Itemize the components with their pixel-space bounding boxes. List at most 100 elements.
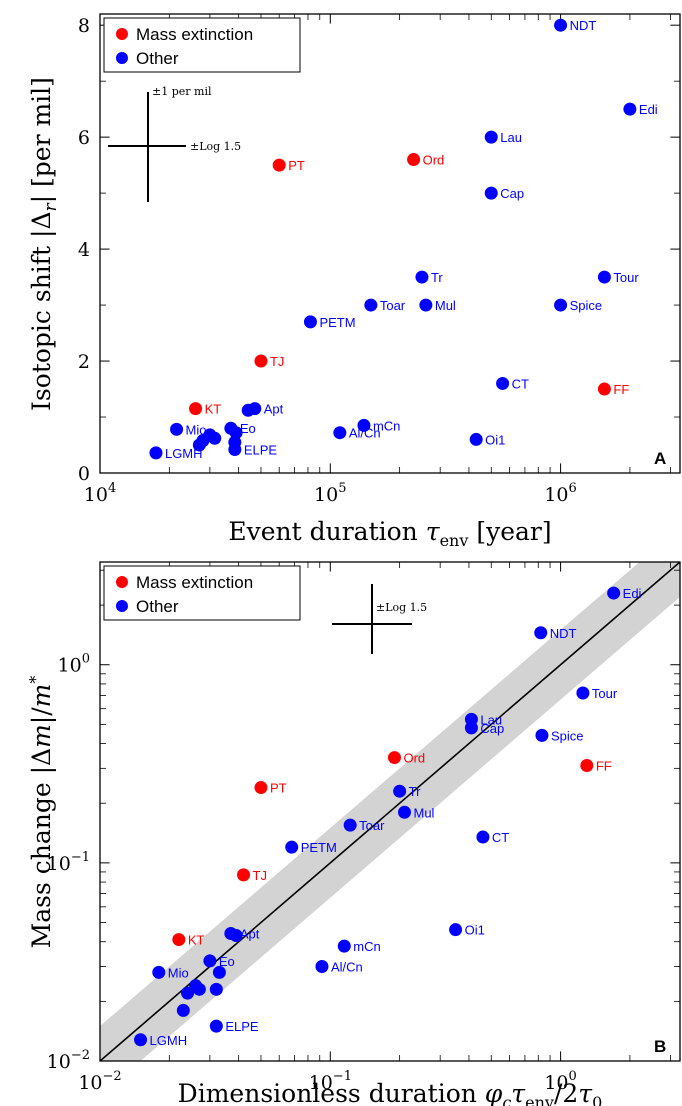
panel-b-point-label-toar: Toar bbox=[359, 818, 385, 833]
panel-b-point-label-eo: Eo bbox=[219, 954, 235, 969]
panel-b-point-label-kt: KT bbox=[188, 933, 205, 948]
panel-b-label: B bbox=[654, 1037, 666, 1056]
panel-b-point-label-spice: Spice bbox=[551, 728, 584, 743]
panel-a-point-other-lau bbox=[484, 130, 498, 144]
panel-a-point-label-kt: KT bbox=[205, 402, 222, 417]
panel-a-x-tick-label: 106 bbox=[544, 481, 576, 506]
panel-a-point-label-mul: Mul bbox=[435, 298, 456, 313]
panel-a-point-other-unlabeled bbox=[208, 431, 222, 445]
panel-a-point-label-ndt: NDT bbox=[570, 18, 597, 33]
panel-a-y-tick-label: 2 bbox=[78, 351, 90, 373]
panel-b-point-label-mio: Mio bbox=[168, 965, 189, 980]
panel-a-legend: Mass extinction Other bbox=[103, 17, 301, 73]
panel-b-point-label-ff: FF bbox=[596, 759, 612, 774]
panel-b-point-label-oi1: Oi1 bbox=[465, 923, 485, 938]
panel-b-point-other-eo bbox=[203, 954, 217, 968]
panel-a-error-bar-horizontal-label: ±Log 1.5 bbox=[190, 140, 241, 153]
panel-a-point-other-ndt bbox=[554, 18, 568, 32]
panel-a-point-label-tj: TJ bbox=[270, 354, 284, 369]
panel-b-point-other-spice bbox=[535, 728, 549, 742]
panel-a-legend-other: Other bbox=[136, 49, 179, 68]
panel-a-y-tick-label: 0 bbox=[78, 463, 90, 485]
panel-b-legend-marker-mass-extinction bbox=[116, 576, 128, 588]
panel-b-point-other-toar bbox=[343, 818, 357, 832]
panel-b-point-label-pt: PT bbox=[270, 781, 287, 796]
panel-a-x-axis-label: Event duration τenv [year] bbox=[228, 517, 551, 550]
panel-a-x-tick-label: 104 bbox=[84, 481, 116, 506]
panel-b-frame bbox=[99, 561, 681, 1062]
panel-a-point-label-petm: PETM bbox=[319, 315, 355, 330]
panel-a-legend-box bbox=[103, 17, 301, 73]
panel-b-point-label-mul: Mul bbox=[413, 805, 434, 820]
panel-b-point-mass-extinction-ord bbox=[387, 751, 401, 765]
panel-b-point-label-ndt: NDT bbox=[550, 626, 577, 641]
panel-a-point-label-mio: Mio bbox=[186, 422, 207, 437]
panel-a-point-label-pt: PT bbox=[288, 158, 305, 173]
panel-a-point-other-ct bbox=[496, 376, 510, 390]
panel-b-point-label-tr: Tr bbox=[409, 784, 421, 799]
panel-a-point-label-mcn: mCn bbox=[373, 418, 400, 433]
panel-a-point-label-lau: Lau bbox=[500, 130, 522, 145]
panel-b-point-label-tj: TJ bbox=[253, 868, 267, 883]
panel-a-point-label-spice: Spice bbox=[570, 298, 603, 313]
panel-a-point-label-ct: CT bbox=[512, 376, 529, 391]
panel-b-point-other-cap bbox=[464, 721, 478, 735]
panel-b-legend-mass-extinction: Mass extinction bbox=[136, 573, 253, 592]
panel-b-y-tick-label: 10−2 bbox=[47, 1048, 90, 1073]
panel-b-y-tick-label: 100 bbox=[58, 652, 90, 677]
panel-b-point-label-cap: Cap bbox=[480, 721, 504, 736]
panel-b-point-other-unlabeled bbox=[209, 982, 223, 996]
panel-a-legend-marker-mass-extinction bbox=[116, 28, 128, 40]
panel-a-point-other-tour bbox=[597, 270, 611, 284]
panel-b-point-label-ct: CT bbox=[492, 830, 509, 845]
panel-b-point-label-edi: Edi bbox=[623, 586, 642, 601]
panel-a-point-label-oi1: Oi1 bbox=[485, 432, 505, 447]
panel-a-point-label-lgmh: LGMH bbox=[165, 446, 203, 461]
panel-a-y-tick-label: 6 bbox=[78, 127, 90, 149]
panel-a-point-label-apt: Apt bbox=[264, 402, 284, 417]
panel-b-point-mass-extinction-ff bbox=[580, 759, 594, 773]
panel-b-point-other-al-cn bbox=[315, 959, 329, 973]
panel-b-point-label-lau: Lau bbox=[480, 712, 502, 727]
panel-a-point-label-ff: FF bbox=[613, 382, 629, 397]
panel-a-point-other-tr bbox=[415, 270, 429, 284]
panel-a-error-bar-key: ±1 per mil ±Log 1.5 bbox=[108, 85, 241, 202]
panel-b-error-bar-horizontal-label: ±Log 1.5 bbox=[376, 601, 427, 614]
panel-a-point-other-unlabeled bbox=[229, 426, 243, 440]
panel-a-label: A bbox=[654, 449, 666, 468]
panel-a-x-tick-label: 105 bbox=[314, 481, 346, 506]
panel-b-point-other-mcn bbox=[337, 939, 351, 953]
panel-a-point-mass-extinction-ord bbox=[407, 153, 421, 167]
panel-b-point-other-unlabeled bbox=[212, 965, 226, 979]
panel-a-point-mass-extinction-kt bbox=[189, 402, 203, 416]
panel-a-point-other-mcn bbox=[357, 418, 371, 432]
panel-b-point-mass-extinction-pt bbox=[254, 781, 268, 795]
panel-a-y-tick-label: 8 bbox=[78, 15, 90, 37]
panel-a-point-other-unlabeled bbox=[192, 438, 206, 452]
panel-b-point-other-elpe bbox=[209, 1019, 223, 1033]
panel-b-x-tick-label: 100 bbox=[544, 1069, 576, 1094]
panel-a-plot-area bbox=[100, 14, 680, 473]
panel-b-y-axis-label: Mass change |Δm|/m* bbox=[26, 676, 57, 949]
panel-a-frame bbox=[99, 13, 681, 474]
panel-b-point-other-unlabeled bbox=[192, 982, 206, 996]
panel-b-point-label-apt: Apt bbox=[240, 927, 260, 942]
panel-a-point-label-eo: Eo bbox=[240, 421, 256, 436]
panel-b-ticks: 10−2 10−1 100 10−2 10−1 100 bbox=[47, 562, 680, 1094]
panel-b-legend-box bbox=[103, 565, 301, 621]
panel-a-point-other-mul bbox=[419, 298, 433, 312]
panel-b-fit-band bbox=[100, 562, 680, 1061]
panel-b-point-other-unlabeled bbox=[176, 1003, 190, 1017]
panel-a-points: PT Ord TJ KT FF NDT Edi Lau Cap Tr Tour Toar Mul Spic… bbox=[149, 18, 658, 461]
panel-b-error-bar-key: ±Log 1.5 bbox=[332, 584, 427, 654]
panel-a-point-mass-extinction-ff bbox=[597, 382, 611, 396]
panel-b-point-mass-extinction-tj bbox=[237, 868, 251, 882]
panel-a-y-tick-label: 4 bbox=[78, 239, 90, 261]
panel-b-y-tick-label: 10−1 bbox=[47, 850, 90, 875]
panel-a-point-other-spice bbox=[554, 298, 568, 312]
panel-b-point-label-lgmh: LGMH bbox=[150, 1033, 188, 1048]
panel-b-point-other-ct bbox=[476, 830, 490, 844]
panel-a-y-axis-label: Isotopic shift |Δr| [per mil] bbox=[27, 77, 61, 411]
